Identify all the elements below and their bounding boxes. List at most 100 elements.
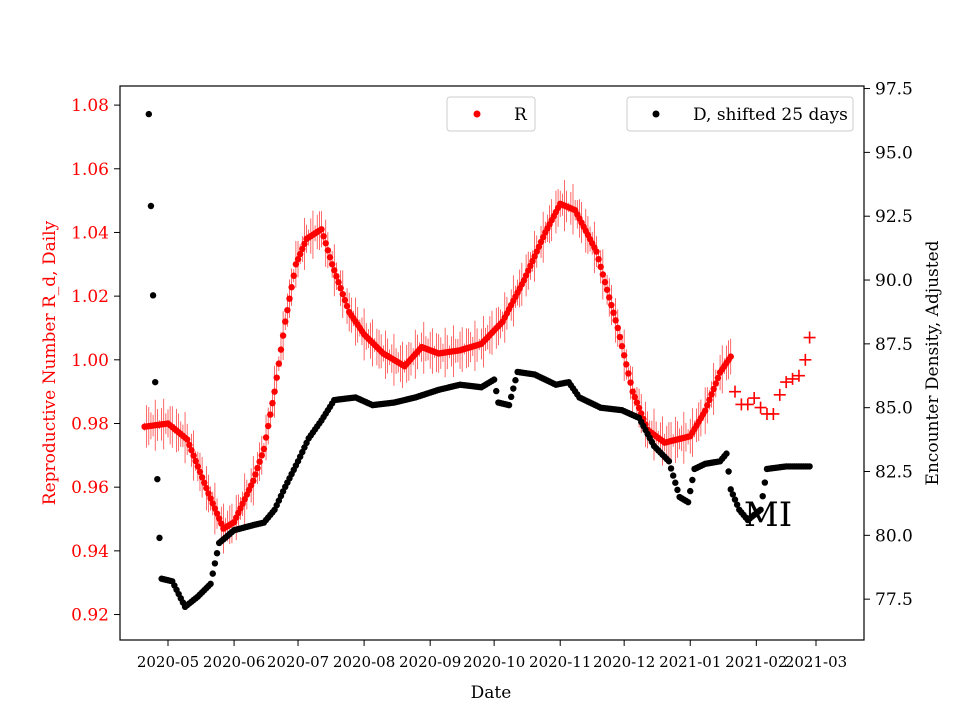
d-point <box>213 549 221 557</box>
r-point <box>633 399 641 406</box>
y-right-tick-label: 85.0 <box>875 399 913 419</box>
r-point <box>593 248 600 255</box>
r-point <box>631 393 639 401</box>
d-point <box>761 479 769 486</box>
r-point <box>209 500 216 507</box>
x-tick-label: 2020-12 <box>593 653 655 671</box>
r-point <box>527 262 534 270</box>
y-right-tick-label: 95.0 <box>875 143 913 163</box>
r-point <box>264 422 272 430</box>
y-left-tick-label: 0.94 <box>71 542 109 562</box>
r-point <box>201 479 208 486</box>
d-point <box>211 560 219 567</box>
r-point <box>258 452 265 459</box>
y-axis-label-left: Reproductive Number R_d, Daily <box>40 220 60 505</box>
y-right-tick-label: 97.5 <box>875 80 913 100</box>
r-point <box>335 279 342 286</box>
d-point <box>145 110 153 118</box>
r-point <box>625 370 632 377</box>
d-point <box>687 487 694 495</box>
d-point <box>689 476 696 484</box>
d-point <box>731 496 739 503</box>
r-provisional-marker <box>786 372 799 385</box>
r-point <box>196 468 204 476</box>
r-point <box>623 361 630 368</box>
axes: 2020-05 2020-06 2020-07 2020-08 2020-09 2020-… <box>71 80 913 671</box>
d-point <box>684 498 692 506</box>
r-point <box>211 505 219 512</box>
r-provisional-marker <box>792 369 805 382</box>
x-tick-label: 2020-06 <box>203 653 265 671</box>
r-point <box>341 296 349 304</box>
r-point <box>333 273 340 280</box>
d-point <box>154 475 161 483</box>
r-point <box>539 234 547 241</box>
d-point <box>510 385 517 392</box>
r-point <box>256 458 263 465</box>
r-point <box>190 452 197 459</box>
r-point <box>288 284 295 291</box>
r-point <box>339 290 346 298</box>
r-point <box>714 374 722 382</box>
y-left-tick-label: 0.92 <box>71 606 109 626</box>
r-point <box>710 385 717 393</box>
y-right-tick-label: 82.5 <box>875 463 913 483</box>
r-point <box>215 515 223 522</box>
r-point <box>205 490 212 497</box>
r-provisional-marker <box>803 331 816 344</box>
y-left-tick-label: 0.98 <box>71 414 109 434</box>
y-left-tick-label: 1.08 <box>71 96 109 116</box>
r-point <box>629 388 636 395</box>
annotation-label: MI <box>744 495 792 535</box>
y-left-tick-label: 1.02 <box>71 287 109 307</box>
r-point <box>250 477 257 485</box>
r-point <box>618 342 626 350</box>
legend-d-label: D, shifted 25 days <box>693 105 848 125</box>
r-point <box>282 318 289 325</box>
d-point <box>156 534 163 542</box>
d-point <box>490 376 498 383</box>
x-tick-label: 2021-01 <box>659 653 721 671</box>
r-point <box>318 226 325 233</box>
legend-r-marker <box>473 110 481 118</box>
r-point <box>213 510 221 517</box>
r-point <box>186 441 193 449</box>
d-point <box>757 506 764 513</box>
r-point <box>610 309 617 316</box>
r-point <box>277 346 285 353</box>
r-point <box>328 261 336 268</box>
r-point <box>599 271 607 278</box>
d-point <box>806 463 813 470</box>
r-point <box>531 253 538 260</box>
y-left-tick-label: 1.04 <box>71 223 109 243</box>
r-point <box>207 495 214 502</box>
r-point <box>290 272 297 279</box>
d-point <box>759 492 766 500</box>
r-point <box>525 267 532 274</box>
r-provisional-marker <box>767 407 780 420</box>
r-point <box>627 379 634 386</box>
r-point <box>601 278 609 286</box>
r-point <box>606 294 613 301</box>
r-point <box>198 474 206 481</box>
r-point <box>275 360 283 367</box>
r-point <box>301 240 308 248</box>
d-point <box>209 570 216 577</box>
r-point <box>708 391 715 398</box>
r-point <box>603 286 611 293</box>
x-tick-label: 2021-02 <box>725 653 787 671</box>
r-point <box>284 306 291 314</box>
x-tick-label: 2021-03 <box>785 653 847 671</box>
legend-d-box <box>626 96 854 132</box>
x-tick-label: 2020-08 <box>333 653 395 671</box>
x-axis-label: Date <box>471 683 512 703</box>
d-point <box>667 465 675 472</box>
r-point <box>286 295 293 302</box>
r-point <box>299 245 306 253</box>
y-right-tick-label: 92.5 <box>875 207 913 227</box>
y-left-tick-label: 0.96 <box>71 478 109 498</box>
r-provisional-marker <box>780 376 793 389</box>
d-point <box>723 450 730 457</box>
r-point <box>254 464 261 472</box>
legend-r: R <box>446 96 536 132</box>
